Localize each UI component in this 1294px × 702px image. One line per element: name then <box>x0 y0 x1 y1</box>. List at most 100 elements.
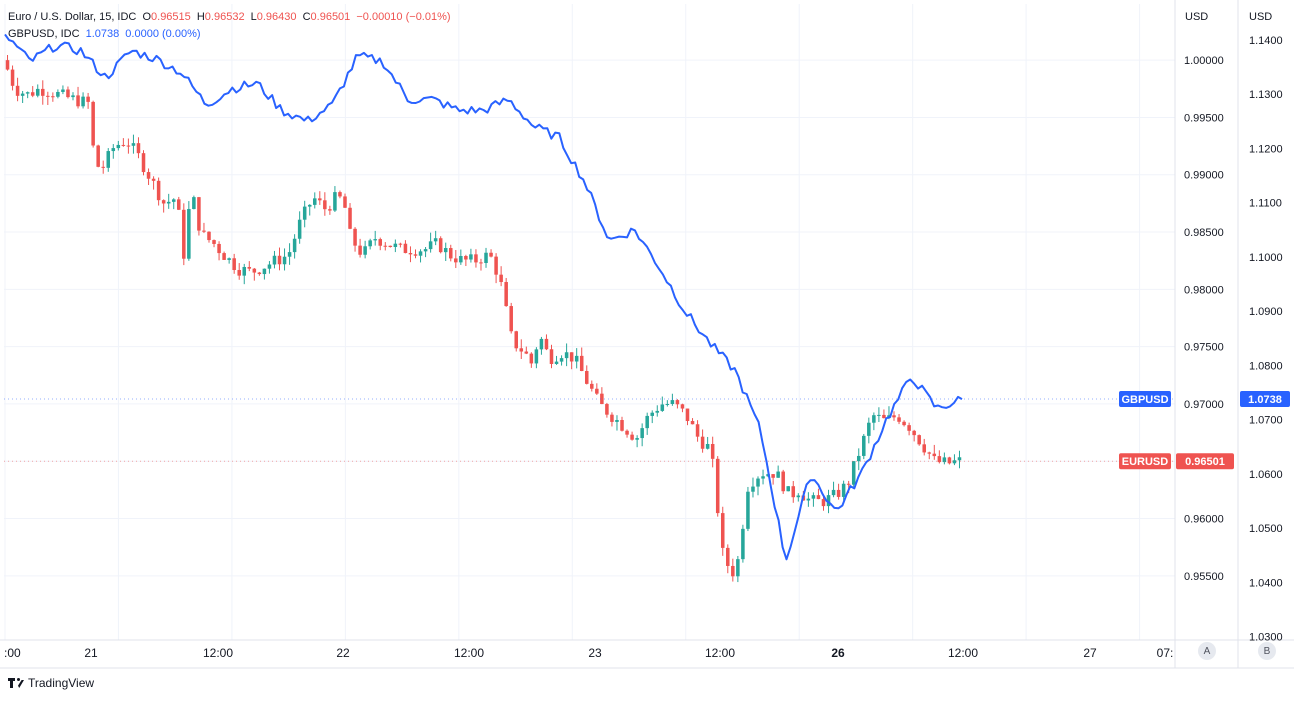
eurusd-candle-body <box>146 172 151 179</box>
eurusd-candle-body <box>267 264 272 269</box>
time-axis-tick-label: 26 <box>831 646 845 660</box>
eurusd-candle-body <box>862 435 866 456</box>
legend-close-label: C <box>302 11 311 23</box>
eurusd-candle-body <box>443 248 448 253</box>
time-axis-tick-label: 12:00 <box>203 646 233 660</box>
eurusd-candle-body <box>161 200 166 204</box>
eurusd-candle-body <box>81 96 85 107</box>
eurusd-candle-body <box>202 230 206 232</box>
eurusd-candle-body <box>615 420 619 422</box>
time-axis-tick-label: 21 <box>84 646 98 660</box>
eurusd-candle-body <box>227 258 231 260</box>
eurusd-candle-body <box>257 272 262 275</box>
eurusd-candle-body <box>262 268 267 275</box>
eurusd-candle-body <box>680 404 685 409</box>
eurusd-candle-body <box>867 422 871 436</box>
eurusd-candle-body <box>761 476 765 479</box>
gbp-axis-tick-label: 1.1300 <box>1249 89 1283 101</box>
eurusd-candle-body <box>524 351 529 354</box>
eurusd-candle-body <box>796 495 801 498</box>
eurusd-candle-body <box>630 434 634 440</box>
eurusd-candle-body <box>746 491 750 529</box>
eurusd-candle-body <box>882 414 886 419</box>
eurusd-candle-body <box>313 198 317 205</box>
gbpusd-series-line <box>4 33 963 561</box>
eurusd-candle-body <box>534 349 539 364</box>
eurusd-candle-body <box>917 435 921 445</box>
eurusd-candle-body <box>207 231 211 241</box>
eurusd-candle-body <box>640 428 644 439</box>
eurusd-candle-body <box>897 417 901 422</box>
legend-eurusd: Euro / U.S. Dollar, 15, IDC O0.96515 H0.… <box>8 10 454 24</box>
eurusd-candle-body <box>106 151 111 168</box>
eurusd-candle-body <box>297 219 302 239</box>
eurusd-candle-body <box>700 436 705 449</box>
eurusd-candle-body <box>826 495 831 507</box>
eurusd-candle-body <box>469 254 473 260</box>
eurusd-candle-body <box>378 239 383 246</box>
auto-scale-button[interactable]: A <box>1198 642 1216 660</box>
eurusd-candle-body <box>650 412 654 416</box>
eurusd-candle-body <box>705 443 710 449</box>
time-axis-tick-label: 07: <box>1157 646 1174 660</box>
eurusd-candle-body <box>166 201 171 204</box>
eurusd-candle-body <box>957 457 962 461</box>
eurusd-candle-body <box>645 415 649 429</box>
eur-axis-tick-label: 0.99000 <box>1184 170 1224 182</box>
eurusd-candle-body <box>479 262 483 264</box>
eurusd-candle-body <box>116 144 121 149</box>
eurusd-candle-body <box>252 268 257 273</box>
eurusd-candle-body <box>373 239 377 241</box>
eurusd-candle-body <box>726 547 730 566</box>
eurusd-candle-body <box>388 245 393 248</box>
eur-axis-tick-label: 0.95500 <box>1184 571 1224 583</box>
eurusd-candle-body <box>791 486 796 498</box>
eurusd-candle-body <box>600 393 604 405</box>
eurusd-candle-body <box>821 499 826 507</box>
eurusd-candle-body <box>182 209 186 259</box>
time-axis-tick-label: 22 <box>336 646 350 660</box>
eurusd-candle-body <box>66 89 70 98</box>
eurusd-candle-body <box>892 415 896 418</box>
eurusd-candle-body <box>111 148 116 152</box>
gbp-axis-tick-label: 1.0900 <box>1249 306 1283 318</box>
legend-gbpusd-name: GBPUSD, IDC <box>8 28 80 40</box>
eurusd-candle-body <box>272 255 277 265</box>
eurusd-candle-body <box>690 421 695 425</box>
eurusd-candle-body <box>877 414 881 416</box>
eurusd-candle-body <box>292 238 297 253</box>
eurusd-candle-body <box>474 254 478 263</box>
eurusd-candle-body <box>751 486 755 492</box>
eurusd-candle-body <box>403 243 408 254</box>
gbpusd-last-price-label: 1.0738 <box>1248 394 1282 406</box>
eurusd-candle-body <box>811 495 816 499</box>
eurusd-candle-body <box>177 199 181 210</box>
time-axis-tick-label: 27 <box>1083 646 1097 660</box>
eurusd-candle-body <box>675 400 680 405</box>
gbpusd-name-tag-label: GBPUSD <box>1121 394 1168 406</box>
gbp-axis-tick-label: 1.0600 <box>1249 469 1283 481</box>
eurusd-candle-body <box>741 528 745 560</box>
time-axis-tick-label: 12:00 <box>705 646 735 660</box>
legend-high-label: H <box>196 11 205 23</box>
eurusd-candle-body <box>927 452 932 454</box>
legend-gbpusd-value: 1.0738 <box>85 28 120 40</box>
legend-eurusd-name: Euro / U.S. Dollar, 15, IDC <box>8 11 137 23</box>
eurusd-candle-body <box>328 209 332 211</box>
eurusd-candle-body <box>459 256 463 263</box>
scale-b-button[interactable]: B <box>1258 642 1276 660</box>
eurusd-candle-body <box>398 243 403 245</box>
eurusd-candle-body <box>574 355 579 362</box>
eur-axis-tick-label: 1.00000 <box>1184 55 1224 67</box>
eurusd-candle-body <box>35 88 40 96</box>
eurusd-candle-body <box>353 228 357 246</box>
eurusd-candle-body <box>363 246 367 255</box>
eurusd-candle-body <box>484 252 488 263</box>
eurusd-candle-body <box>872 415 876 423</box>
eur-axis-tick-label: 0.99500 <box>1184 112 1224 124</box>
eurusd-candle-body <box>902 421 906 426</box>
eurusd-candle-body <box>448 248 453 259</box>
